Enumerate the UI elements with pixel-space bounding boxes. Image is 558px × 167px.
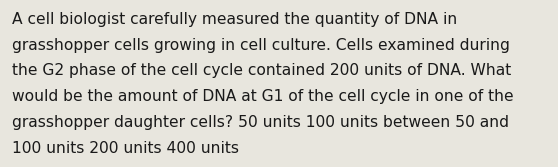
Text: grasshopper cells growing in cell culture. Cells examined during: grasshopper cells growing in cell cultur… [12,38,510,53]
Text: the G2 phase of the cell cycle contained 200 units of DNA. What: the G2 phase of the cell cycle contained… [12,63,512,78]
Text: would be the amount of DNA at G1 of the cell cycle in one of the: would be the amount of DNA at G1 of the … [12,89,514,104]
Text: A cell biologist carefully measured the quantity of DNA in: A cell biologist carefully measured the … [12,12,458,27]
Text: grasshopper daughter cells? 50 units 100 units between 50 and: grasshopper daughter cells? 50 units 100… [12,115,509,130]
Text: 100 units 200 units 400 units: 100 units 200 units 400 units [12,141,239,156]
